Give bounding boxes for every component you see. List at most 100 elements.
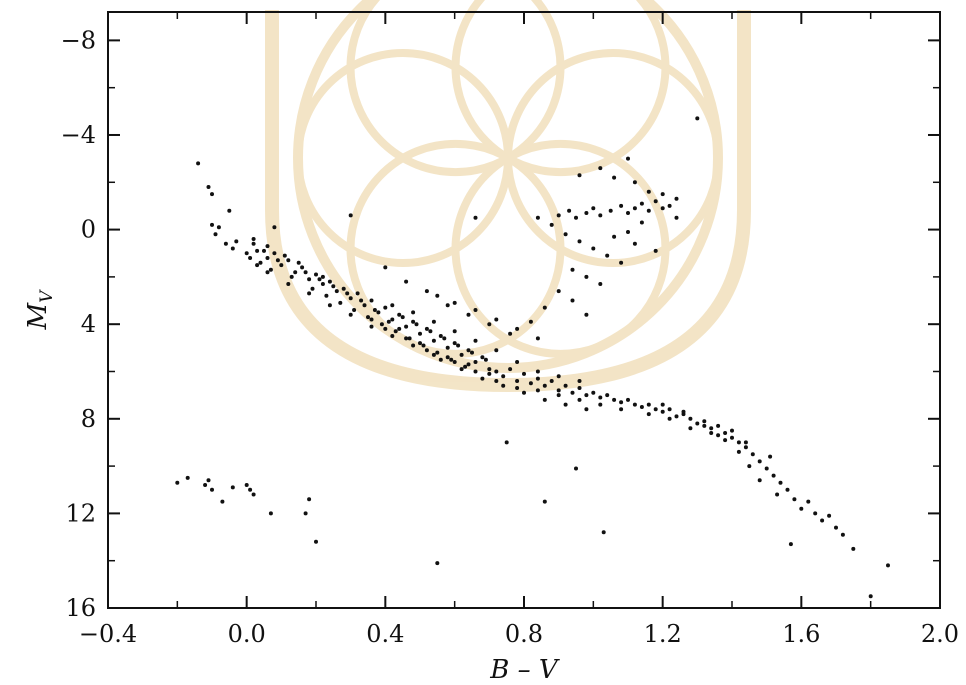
data-point: [702, 423, 707, 428]
data-point: [674, 414, 679, 419]
data-point: [314, 272, 318, 277]
data-point: [466, 312, 471, 317]
data-point: [244, 483, 249, 487]
data-point: [542, 305, 547, 310]
data-point: [310, 286, 315, 291]
data-point: [556, 374, 561, 379]
data-point: [320, 274, 325, 279]
data-point: [716, 423, 721, 428]
data-point: [515, 360, 520, 364]
data-point: [549, 379, 554, 383]
x-axis-title: B – V: [489, 655, 560, 685]
data-point: [487, 371, 492, 376]
data-points: [175, 116, 890, 599]
data-point: [383, 265, 388, 270]
data-point: [418, 341, 422, 346]
data-point: [577, 386, 582, 390]
data-point: [723, 431, 728, 435]
data-point: [504, 440, 509, 445]
data-point: [757, 478, 762, 483]
data-point: [435, 350, 440, 355]
data-point: [345, 291, 350, 296]
data-point: [244, 251, 249, 256]
data-point: [653, 248, 658, 253]
data-point: [303, 270, 308, 275]
data-point: [286, 258, 291, 263]
x-tick-label: 0.0: [228, 620, 266, 648]
data-point: [667, 416, 672, 421]
data-point: [251, 241, 256, 246]
data-point: [407, 336, 412, 341]
data-point: [574, 466, 578, 471]
data-point: [255, 248, 260, 253]
data-point: [220, 499, 225, 504]
data-point: [639, 405, 644, 409]
data-point: [501, 383, 506, 388]
data-point: [674, 196, 679, 201]
data-point: [515, 386, 520, 390]
data-point: [248, 487, 253, 492]
data-point: [743, 440, 748, 445]
data-point: [619, 407, 624, 412]
watermark-petal-circle: [346, 0, 565, 177]
data-point: [445, 355, 450, 360]
data-point: [577, 173, 582, 178]
data-point: [750, 452, 755, 457]
data-point: [355, 291, 360, 296]
data-point: [598, 213, 603, 218]
x-tick-label: 2.0: [921, 620, 959, 648]
data-point: [639, 201, 644, 206]
data-point: [411, 319, 416, 324]
data-point: [591, 246, 596, 251]
data-point: [730, 435, 734, 440]
data-point: [646, 208, 651, 213]
data-point: [466, 348, 471, 353]
data-point: [556, 393, 561, 398]
data-point: [372, 308, 377, 312]
data-point: [272, 225, 277, 230]
data-point: [452, 341, 457, 346]
data-point: [522, 371, 526, 376]
data-point: [348, 296, 353, 301]
data-point: [577, 239, 582, 244]
data-point: [327, 279, 332, 284]
data-point: [601, 530, 606, 535]
data-point: [619, 203, 624, 208]
x-tick-label: 0.4: [366, 620, 404, 648]
data-point: [736, 449, 741, 454]
data-point: [556, 388, 561, 393]
data-point: [775, 492, 780, 497]
data-point: [528, 319, 533, 324]
data-point: [570, 390, 575, 395]
data-point: [716, 433, 721, 438]
data-point: [494, 348, 499, 353]
data-point: [563, 383, 568, 388]
data-point: [632, 241, 637, 246]
data-point: [223, 241, 228, 246]
data-point: [851, 546, 856, 551]
data-point: [411, 310, 416, 315]
y-axis-ticks: −8 −4 0 4 8 12 16: [61, 26, 940, 622]
data-point: [646, 402, 651, 407]
data-point: [376, 310, 381, 315]
data-point: [424, 348, 429, 353]
data-point: [626, 211, 630, 215]
data-point: [757, 459, 762, 464]
data-point: [598, 282, 603, 286]
data-point: [584, 211, 589, 215]
data-point: [563, 402, 568, 407]
x-tick-label: −0.4: [79, 620, 137, 648]
data-point: [868, 594, 873, 599]
data-point: [473, 308, 478, 312]
data-point: [300, 265, 305, 270]
data-point: [307, 497, 312, 502]
data-point: [820, 518, 825, 523]
data-point: [248, 256, 253, 260]
data-point: [466, 362, 471, 367]
data-point: [470, 350, 474, 355]
data-point: [359, 298, 364, 303]
data-point: [660, 402, 665, 407]
data-point: [528, 381, 533, 386]
data-point: [431, 352, 436, 357]
data-point: [279, 263, 284, 268]
